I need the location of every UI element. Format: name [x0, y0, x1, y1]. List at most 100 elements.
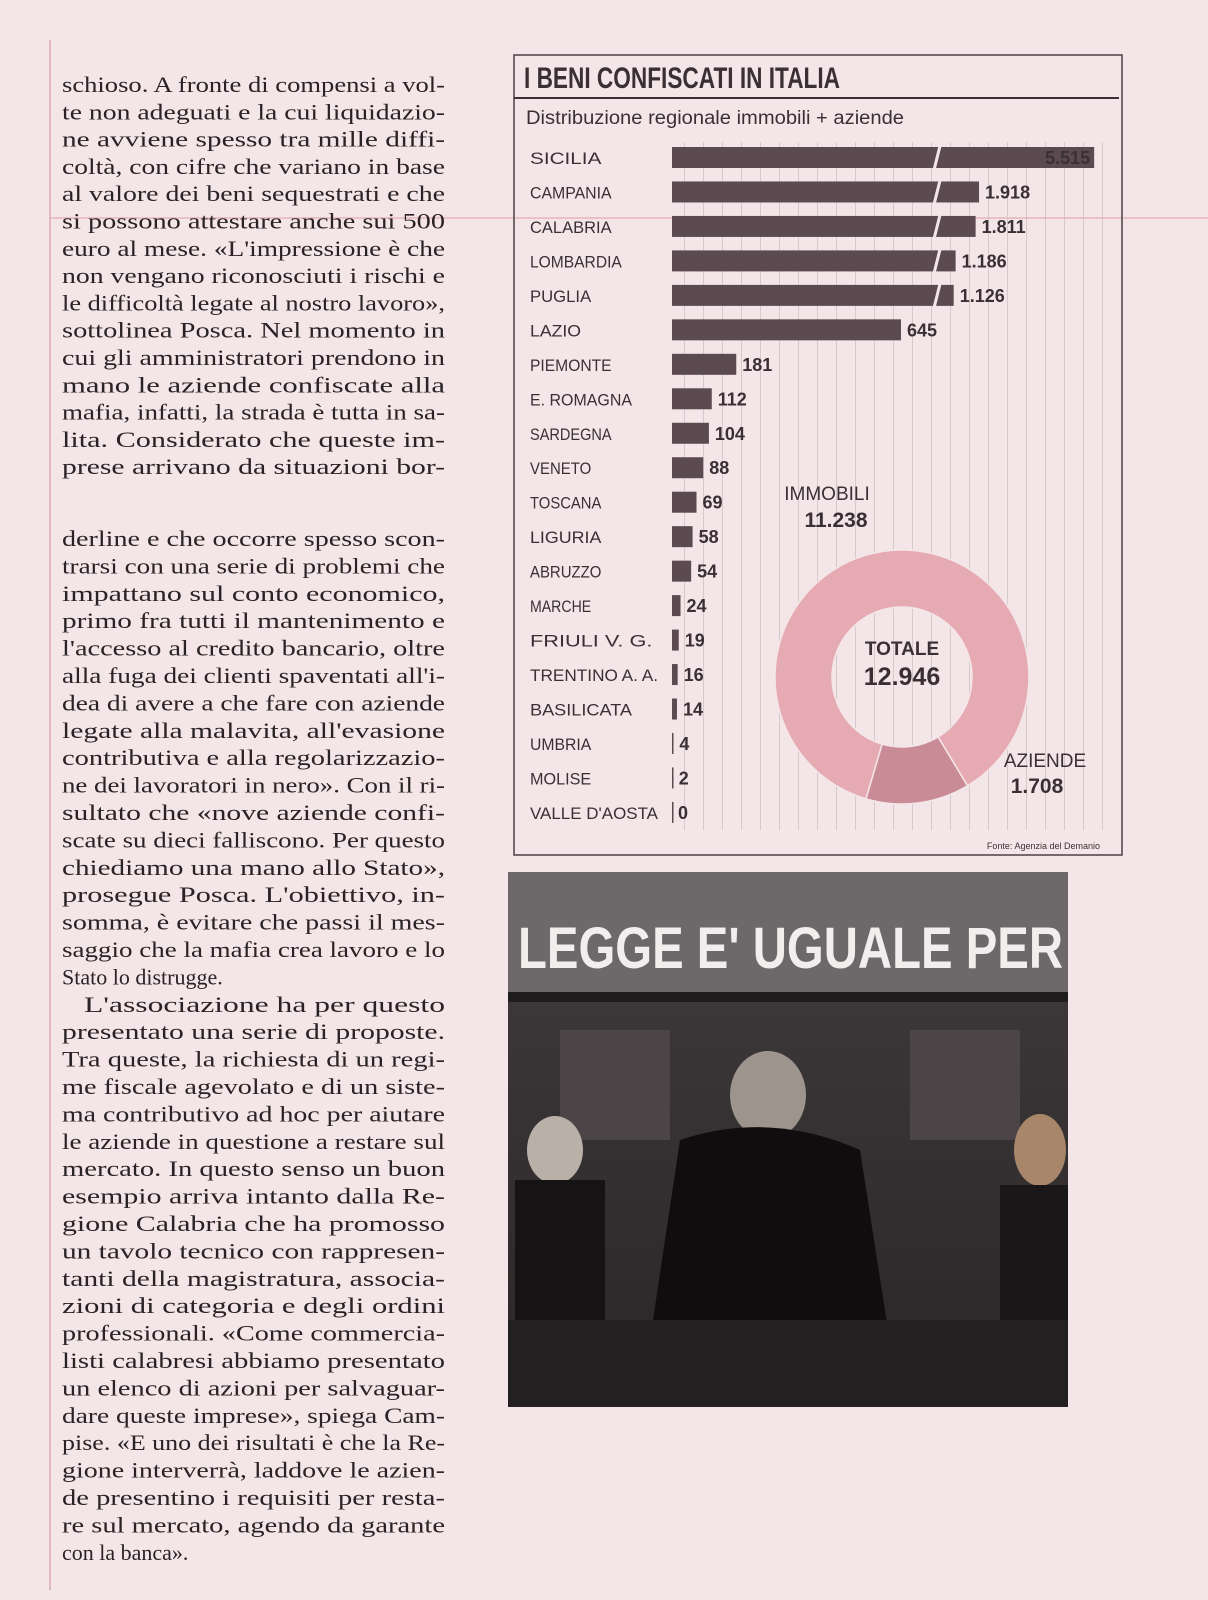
bar: [672, 629, 679, 651]
article-line: alla fuga dei clienti spaventati all'i-: [62, 663, 445, 688]
article-line: prese arrivano da situazioni bor-: [62, 454, 445, 479]
category-label: BASILICATA: [530, 701, 633, 720]
category-label: LOMBARDIA: [530, 252, 622, 271]
article-line: pise. «E uno dei risultati è che la Re-: [62, 1430, 445, 1455]
bar: [672, 732, 674, 754]
article-line: coltà, con cifre che variano in base: [62, 154, 445, 179]
article-line: si possono attestare anche sui 500: [62, 209, 445, 234]
article-line: scate su dieci falliscono. Per questo: [62, 827, 445, 852]
donut-slice: [865, 735, 969, 805]
article: schioso. A fronte di compensi a vol-te n…: [62, 72, 445, 1565]
category-label: SARDEGNA: [530, 425, 612, 444]
category-label: MARCHE: [530, 597, 591, 616]
figure-head: [730, 1051, 806, 1139]
article-line: sultato che «nove aziende confi-: [62, 800, 445, 825]
bar: [672, 767, 674, 789]
total-value: 12.946: [864, 663, 940, 691]
bar: [672, 215, 976, 237]
article-line: re sul mercato, agendo da garante: [62, 1512, 445, 1537]
article-line: dea di avere a che fare con aziende: [62, 690, 445, 715]
value-label: 58: [699, 527, 719, 547]
value-label: 88: [709, 458, 729, 478]
article-line: derline e che occorre spesso scon-: [62, 526, 445, 551]
article-line: lita. Considerato che queste im-: [62, 427, 445, 452]
value-label: 16: [684, 665, 704, 685]
banner-edge: [508, 992, 1068, 1002]
bar: [672, 284, 954, 306]
article-line: legate alla malavita, all'evasione: [62, 718, 445, 743]
category-label: E. ROMAGNA: [530, 390, 633, 409]
article-line: me fiscale agevolato e di un siste-: [62, 1074, 445, 1099]
category-label: UMBRIA: [530, 735, 592, 754]
bar: [672, 491, 697, 513]
photo: LEGGE E' UGUALE PER: [508, 872, 1068, 1407]
article-line: listi calabresi abbiamo presentato: [62, 1348, 445, 1373]
bar: [672, 560, 692, 582]
article-line: somma, è evitare che passi il mes-: [62, 910, 445, 935]
article-line: gione Calabria che ha promosso: [62, 1211, 445, 1236]
total-label: TOTALE: [865, 639, 939, 660]
category-label: ABRUZZO: [530, 563, 601, 582]
bar: [672, 457, 704, 479]
category-label: VALLE D'AOSTA: [530, 804, 659, 823]
article-line: Tra queste, la richiesta di un regi-: [62, 1047, 445, 1072]
article-line: esempio arriva intanto dalla Re-: [62, 1184, 445, 1209]
legend-label: IMMOBILI: [784, 484, 870, 505]
category-label: CALABRIA: [530, 218, 612, 237]
article-line: contributiva e alla regolarizzazio-: [62, 745, 445, 770]
category-label: MOLISE: [530, 769, 591, 788]
value-label: 4: [679, 734, 689, 754]
category-label: FRIULI V. G.: [530, 632, 652, 651]
chart-source: Fonte: Agenzia del Demanio: [987, 841, 1100, 851]
value-label: 19: [685, 631, 705, 651]
article-line: euro al mese. «L'impressione è che: [62, 236, 445, 261]
bar: [672, 698, 677, 720]
article-line: al valore dei beni sequestrati e che: [62, 181, 445, 206]
article-line: saggio che la mafia crea lavoro e lo: [62, 937, 445, 962]
value-label: 69: [702, 493, 722, 513]
category-label: LAZIO: [530, 321, 581, 340]
article-line: sottolinea Posca. Nel momento in: [62, 318, 445, 343]
article-line: impattano sul conto economico,: [62, 581, 445, 606]
article-line: cui gli amministratori prendono in: [62, 345, 445, 370]
chart: I BENI CONFISCATI IN ITALIA Distribuzione…: [513, 54, 1123, 856]
article-line: mafia, infatti, la strada è tutta in sa-: [62, 400, 445, 425]
panel: [560, 1030, 670, 1140]
category-label: CAMPANIA: [530, 183, 612, 202]
value-label: 104: [715, 424, 745, 444]
value-label: 1.186: [962, 251, 1007, 271]
value-label: 1.126: [960, 286, 1005, 306]
bench: [508, 1320, 1068, 1407]
chart-frame: [513, 54, 1123, 856]
category-label: VENETO: [530, 459, 591, 478]
bar: [672, 250, 956, 272]
article-line: de presentino i requisiti per resta-: [62, 1485, 445, 1510]
bar: [672, 319, 901, 341]
axis-break: [932, 249, 942, 274]
article-line: mano le aziende confiscate alla: [62, 372, 445, 397]
article-line: non vengano riconosciuti i rischi e: [62, 263, 445, 288]
bar: [672, 526, 693, 548]
article-line: prosegue Posca. L'obiettivo, in-: [62, 882, 445, 907]
figure-body: [515, 1180, 605, 1330]
article-line: trarsi con una serie di problemi che: [62, 553, 445, 578]
photo-inscription: LEGGE E' UGUALE PER: [518, 916, 1063, 981]
chart-title: I BENI CONFISCATI IN ITALIA: [524, 62, 840, 95]
bar: [672, 147, 1095, 168]
article-line: presentato una serie di proposte.: [62, 1019, 445, 1044]
bar: [672, 801, 674, 823]
article-line: le aziende in questione a restare sul: [62, 1129, 445, 1154]
grid-pattern: [672, 142, 1104, 830]
category-label: SICILIA: [530, 149, 602, 168]
donut-value: 11.238: [804, 509, 867, 532]
bar: [672, 664, 678, 686]
figure-body: [1000, 1185, 1068, 1325]
article-line: ne dei lavoratori in nero». Con il ri-: [62, 773, 445, 798]
category-label: PIEMONTE: [530, 356, 612, 375]
panel: [910, 1030, 1020, 1140]
value-label: 1.811: [982, 217, 1026, 237]
axis-break: [932, 145, 942, 171]
article-line: gione interverrà, laddove le azien-: [62, 1458, 445, 1483]
article-line: dare queste imprese», spiega Cam-: [62, 1403, 445, 1428]
